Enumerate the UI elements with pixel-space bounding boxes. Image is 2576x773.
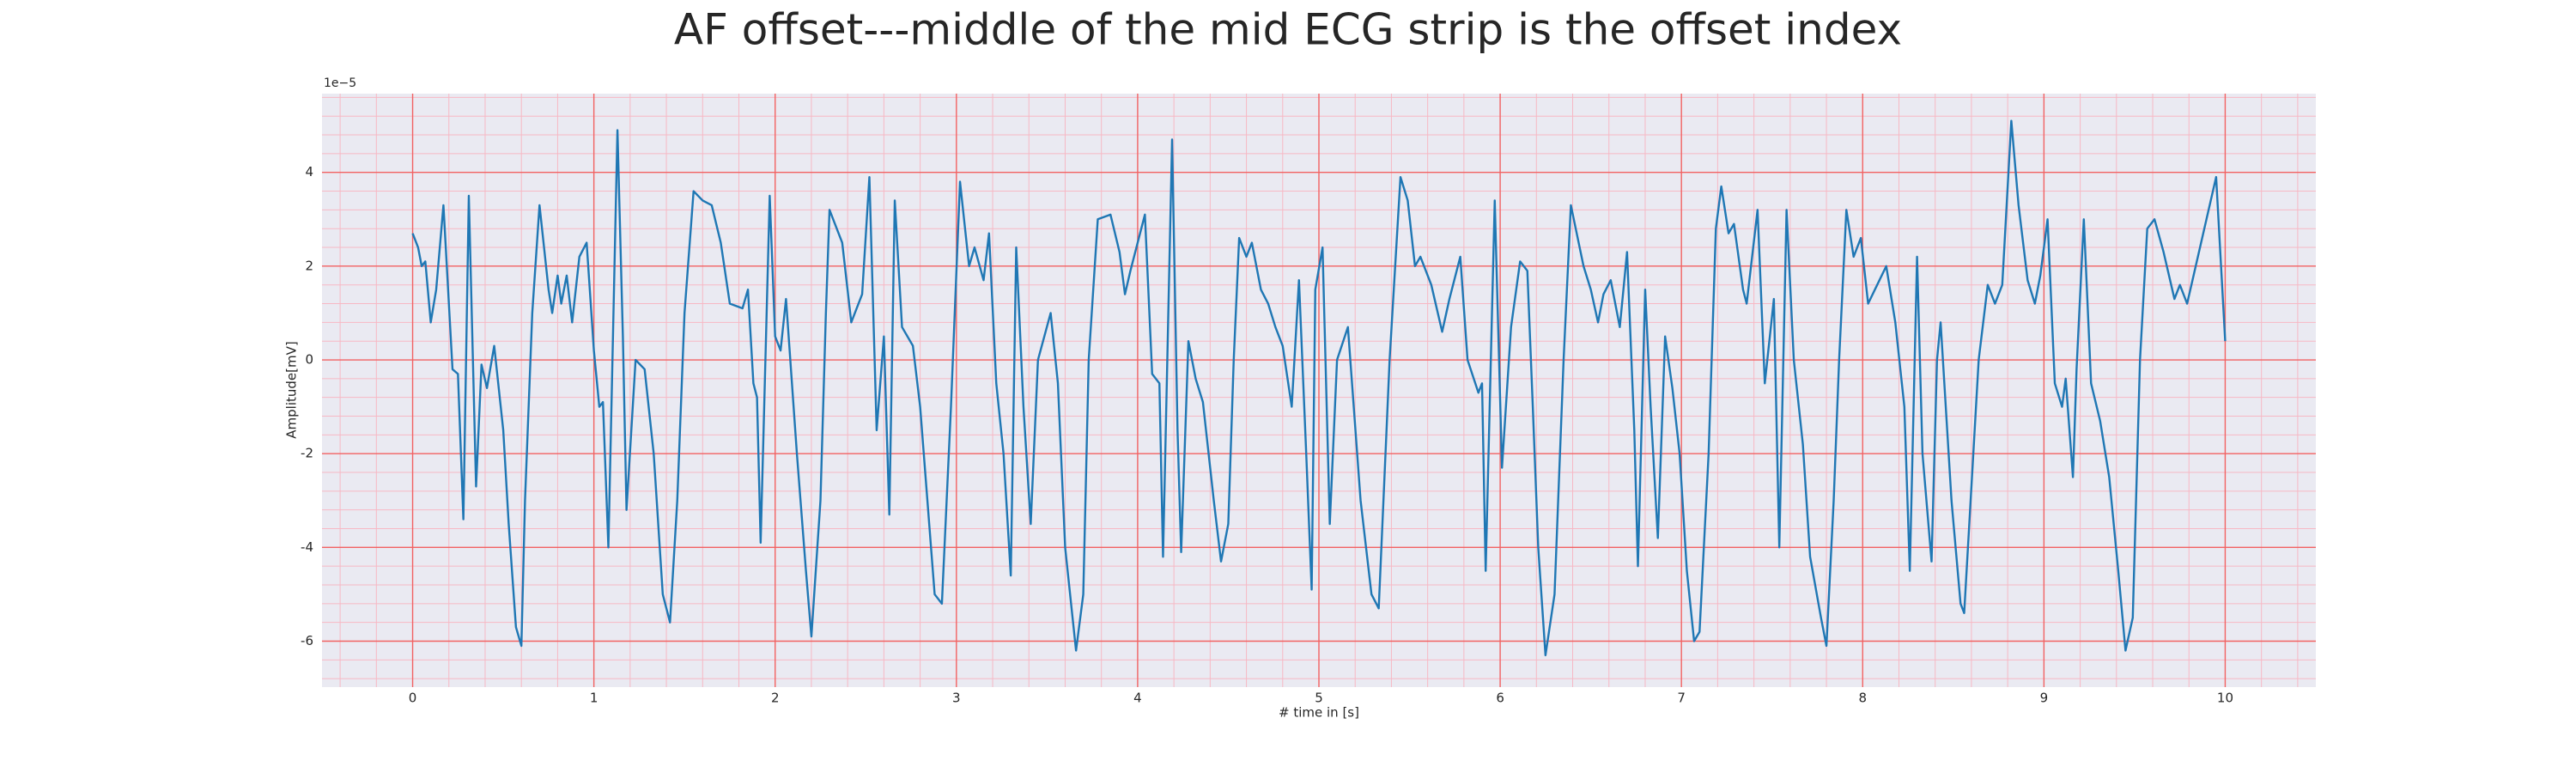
x-tick-label: 3 xyxy=(952,691,961,706)
x-tick-label: 8 xyxy=(1858,691,1867,706)
x-tick-label: 5 xyxy=(1315,691,1323,706)
x-tick-label: 1 xyxy=(590,691,598,706)
y-tick-label: -4 xyxy=(301,539,313,555)
x-tick-label: 4 xyxy=(1133,691,1142,706)
y-tick-label: 0 xyxy=(305,352,313,368)
y-tick-label: -2 xyxy=(301,446,313,461)
lines xyxy=(411,119,2227,657)
y-tick-label: 4 xyxy=(305,164,313,180)
chart-title: AF offset---middle of the mid ECG strip … xyxy=(674,5,1902,55)
y-tick-label: 2 xyxy=(305,258,313,273)
grid xyxy=(322,94,2316,687)
x-tick-label: 6 xyxy=(1496,691,1504,706)
x-tick-label: 7 xyxy=(1677,691,1686,706)
ecg-line xyxy=(411,119,2227,657)
x-tick-label: 9 xyxy=(2040,691,2049,706)
labels: 0 1 2 3 4 5 6 7 8 9 10 -6 -4 -2 0 2 4 xyxy=(301,164,2233,705)
x-tick-label: 0 xyxy=(409,691,417,706)
x-axis-label: # time in [s] xyxy=(1279,705,1359,721)
x-tick-label: 2 xyxy=(771,691,780,706)
y-axis-label: Amplitude[mV] xyxy=(284,341,300,438)
y-offset-label: 1e−5 xyxy=(324,76,356,90)
y-tick-label: -6 xyxy=(301,633,313,648)
x-tick-label: 10 xyxy=(2217,691,2233,706)
